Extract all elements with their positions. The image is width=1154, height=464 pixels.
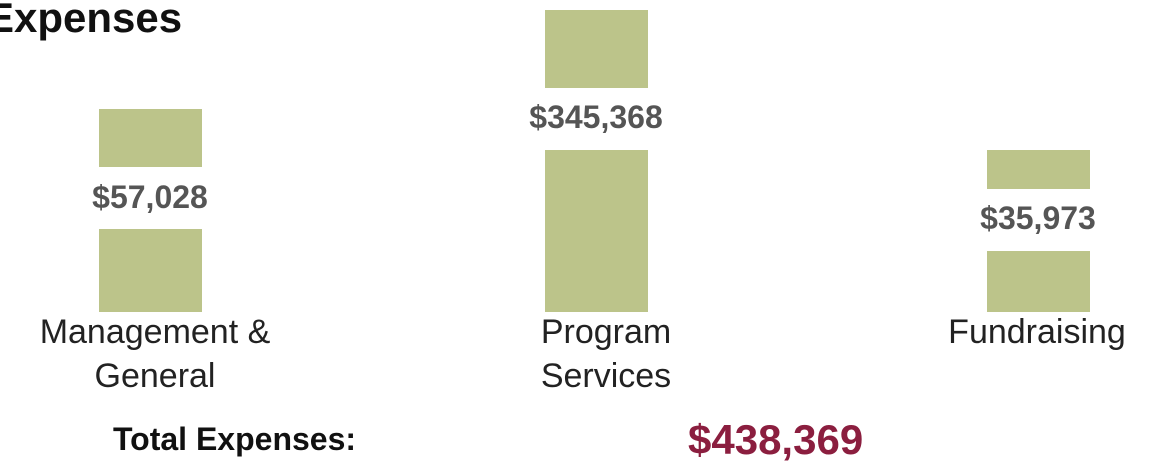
bar-bottom — [545, 150, 648, 312]
bar-bottom — [987, 251, 1090, 312]
category-label: Program Services — [540, 313, 672, 395]
amount-label: $35,973 — [980, 200, 1096, 236]
category-label: Fundraising — [948, 313, 1126, 351]
total-amount: $438,369 — [688, 416, 864, 463]
bar-bottom — [99, 229, 202, 312]
total-label: Total Expenses: — [113, 421, 357, 457]
amount-label: $345,368 — [529, 99, 663, 135]
category-label: Management & General — [39, 313, 271, 395]
title: Expenses — [0, 0, 183, 41]
amount-label: $57,028 — [92, 179, 208, 215]
bar-top — [545, 10, 648, 88]
bar-top — [987, 150, 1090, 189]
bar-top — [99, 109, 202, 167]
